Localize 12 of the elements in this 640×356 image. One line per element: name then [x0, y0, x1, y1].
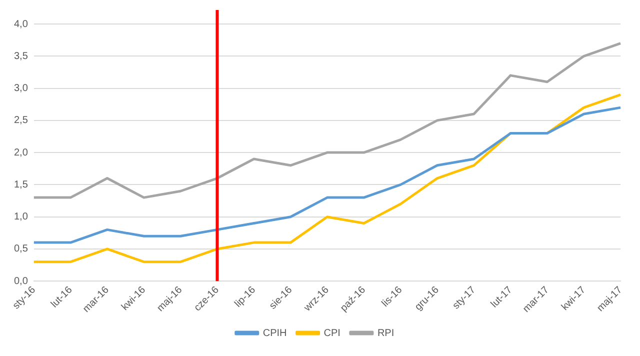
legend-label: CPIH — [262, 328, 287, 339]
legend-label: CPI — [324, 328, 340, 339]
y-tick-label: 0,0 — [14, 276, 28, 287]
y-tick-label: 2,0 — [14, 147, 28, 158]
y-tick-label: 3,0 — [14, 83, 28, 94]
y-tick-label: 4,0 — [14, 18, 28, 30]
y-tick-label: 2,5 — [14, 115, 28, 126]
y-tick-label: 3,5 — [14, 50, 28, 62]
legend-label: RPI — [377, 328, 394, 339]
y-tick-label: 0,5 — [14, 244, 28, 255]
y-tick-label: 1,0 — [14, 212, 28, 223]
y-tick-label: 1,5 — [14, 179, 28, 190]
